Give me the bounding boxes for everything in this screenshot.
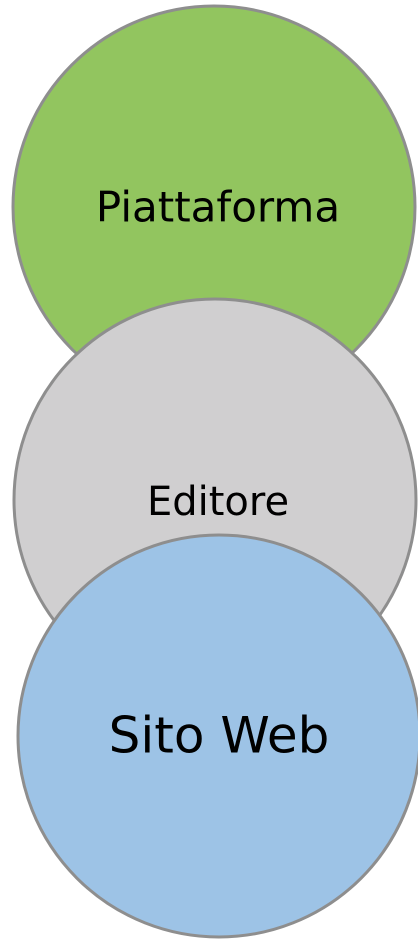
node-label: Piattaforma xyxy=(96,183,340,232)
node-label: Sito Web xyxy=(109,707,330,765)
circle-sito-web xyxy=(16,533,418,939)
node-label: Editore xyxy=(147,479,289,525)
